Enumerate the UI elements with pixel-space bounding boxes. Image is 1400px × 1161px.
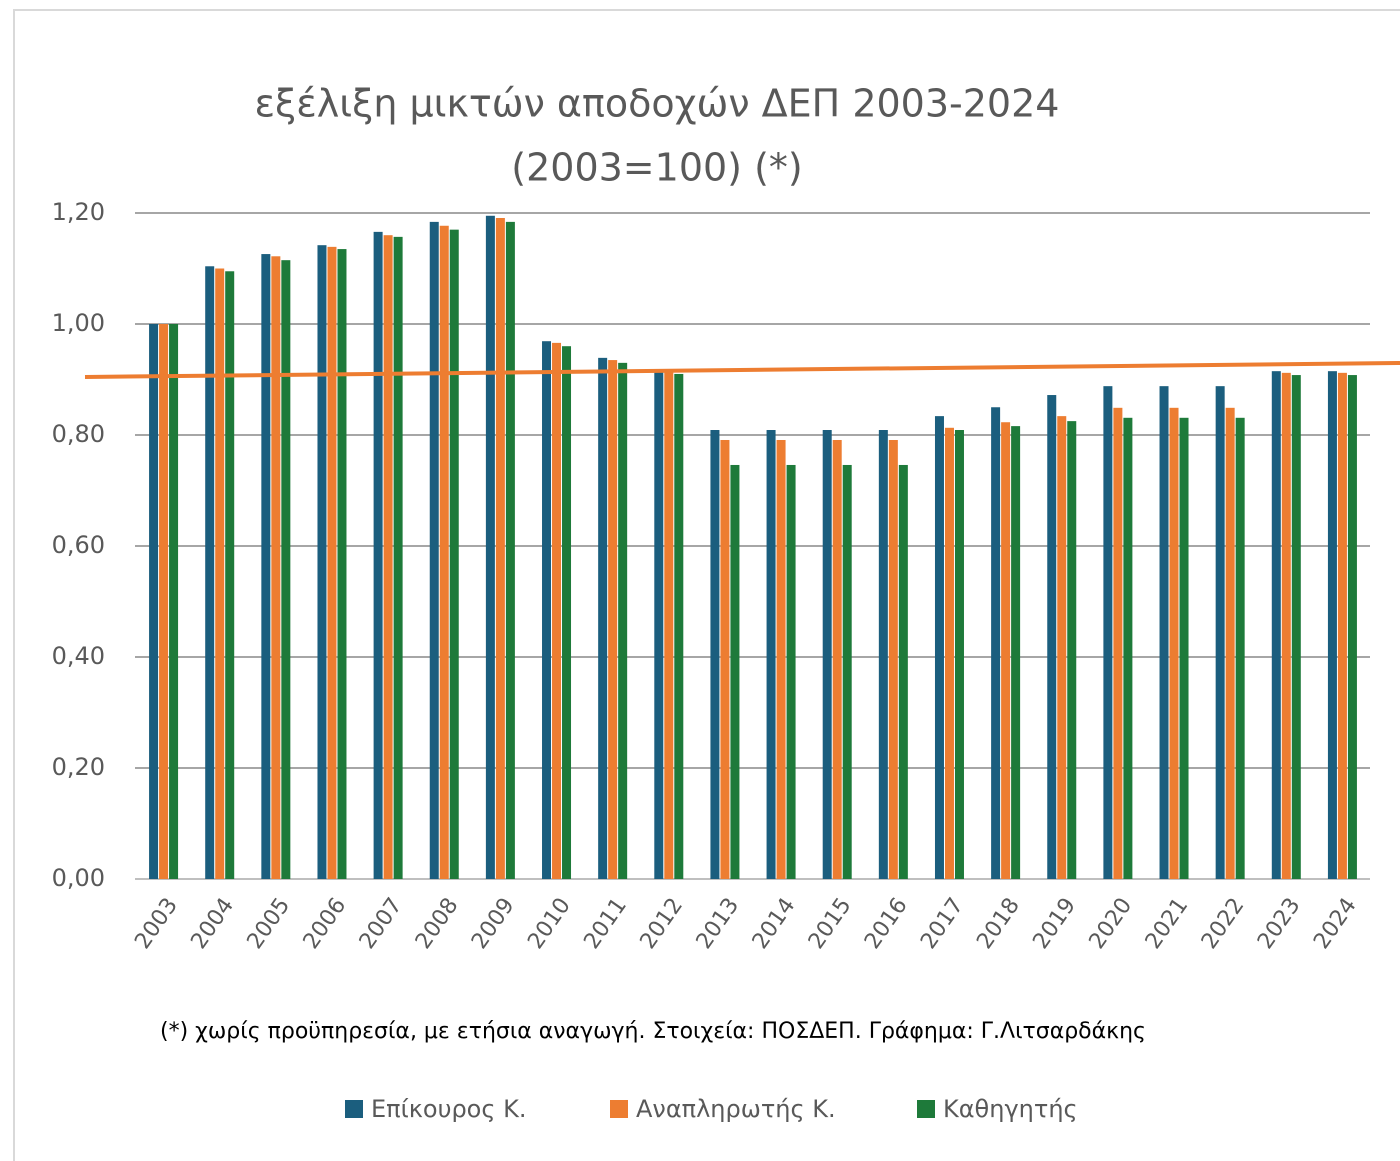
bar [1159,386,1169,879]
bar [1215,386,1225,879]
bar [674,373,684,879]
bar [954,430,964,879]
bar [225,271,235,879]
bar [215,268,225,879]
bar [878,430,888,879]
legend-label: Αναπληρωτής Κ. [636,1095,836,1123]
bar [720,439,730,879]
bar [495,217,505,879]
bar [832,439,842,879]
bar [1123,417,1133,879]
bar [439,225,449,879]
bar [317,245,327,879]
legend-label: Καθηγητής [943,1095,1078,1123]
bar [337,249,347,879]
chart-title: εξέλιξη μικτών αποδοχών ΔΕΠ 2003-2024 [255,82,1060,126]
bar [1281,372,1291,879]
y-tick-label: 0,60 [52,531,105,559]
bar [261,254,271,879]
bar [786,464,796,879]
bar [1169,407,1179,879]
bar [1103,386,1113,879]
bar [766,430,776,879]
bar [1327,371,1337,879]
bar [449,229,459,879]
y-tick-label: 0,40 [52,642,105,670]
bar [1225,407,1235,879]
legend-swatch [610,1100,628,1118]
bar [664,371,674,879]
bar [429,221,439,879]
bar [1011,426,1021,879]
bar [1271,371,1281,879]
bar [1067,421,1077,879]
bar [730,464,740,879]
bar [944,427,954,879]
bar [1347,375,1357,879]
bar [542,341,552,880]
bar [552,342,562,879]
bar [991,407,1001,879]
bar [373,231,383,879]
bar [618,362,628,880]
y-tick-label: 1,00 [52,309,105,337]
bar [888,439,898,879]
bar [1057,416,1067,879]
bar [281,260,291,879]
bar [654,370,664,879]
y-tick-label: 1,20 [52,198,105,226]
y-tick-label: 0,20 [52,753,105,781]
bar [1235,417,1245,879]
bar [934,416,944,879]
bar [1113,407,1123,879]
y-tick-label: 0,00 [52,864,105,892]
bar [710,430,720,879]
y-tick-label: 0,80 [52,420,105,448]
bar [898,464,908,879]
bar [159,324,169,879]
bar [598,357,608,880]
chart-title: (2003=100) (*) [511,146,802,190]
bar [485,215,495,879]
bar [1047,395,1057,879]
bar [327,246,337,880]
bar [608,360,618,879]
bar [271,256,281,879]
bar [169,324,179,879]
footnote: (*) χωρίς προϋπηρεσία, με ετήσια αναγωγή… [160,1019,1146,1044]
bar [393,236,403,880]
bar [562,346,572,879]
bar [822,430,832,879]
bar [1337,372,1347,879]
trend-line [84,361,1400,379]
bar [149,324,159,879]
bar [842,464,852,879]
bar [1179,417,1189,879]
legend-swatch [345,1100,363,1118]
legend-label: Επίκουρος Κ. [371,1095,526,1123]
legend-swatch [917,1100,935,1118]
bar [1291,375,1301,879]
bar [776,439,786,879]
chart-frame [13,9,1400,1161]
bar [505,221,515,879]
bar [205,266,215,879]
bar [383,235,393,879]
bar [1001,422,1011,879]
